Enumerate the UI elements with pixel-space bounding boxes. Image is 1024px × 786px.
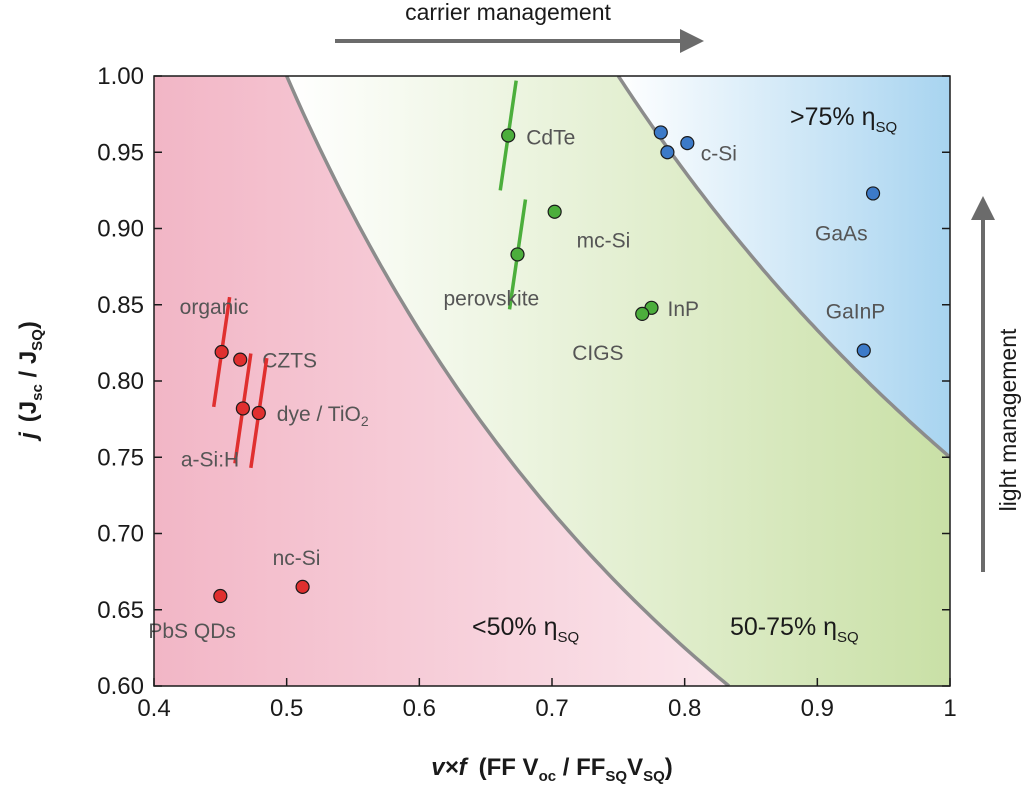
x-tick-label: 0.9: [801, 695, 834, 722]
y-tick-label: 0.85: [97, 292, 144, 319]
data-point-c-si: [653, 125, 668, 140]
region-label-high: >75% ηSQ: [790, 103, 897, 136]
point-label: GaInP: [826, 301, 886, 324]
point-label: a-Si:H: [181, 448, 239, 471]
x-axis-title: v×f (FF Voc / FFSQVSQ): [431, 754, 673, 785]
data-point-gaas: [865, 186, 881, 201]
y-tick-label: 0.90: [97, 216, 144, 243]
light-management-label: light management: [995, 328, 1021, 511]
data-point-perovskite: [510, 247, 525, 262]
data-point-mc-si: [547, 204, 562, 219]
boundary-curve-75: [616, 76, 950, 459]
data-points: organic CZTS a-Si:H dye / TiO2 nc-Si PbS QDs C…: [148, 80, 886, 643]
carrier-management-label: carrier management: [405, 0, 611, 25]
region-label-low: <50% ηSQ: [472, 613, 579, 646]
point-label: CZTS: [262, 350, 317, 373]
data-point-czts: [233, 352, 248, 367]
point-label: InP: [668, 298, 700, 321]
region-label-mid: 50-75% ηSQ: [730, 613, 859, 646]
x-tick-label: 0.5: [270, 695, 303, 722]
point-label: perovskite: [444, 287, 540, 310]
y-tick-label: 0.65: [97, 597, 144, 624]
x-tick-label: 0.8: [668, 695, 701, 722]
data-point-nc-si: [295, 579, 310, 594]
x-tick-label: 1: [943, 695, 956, 722]
point-label: GaAs: [815, 222, 868, 245]
data-point-high: [660, 145, 675, 160]
axis-ticks: 0.4 0.5 0.6 0.7 0.8 0.9 1 0.60 0.65 0.70 0.75 0.80 0…: [97, 63, 956, 722]
y-tick-label: 0.75: [97, 444, 144, 471]
y-tick-label: 1.00: [97, 63, 144, 90]
data-point-pbs-qds: [213, 588, 228, 604]
carrier-management-arrow-head: [680, 29, 704, 53]
point-label: nc-Si: [273, 547, 321, 570]
point-label: CIGS: [572, 342, 623, 365]
y-axis-title: j(Jsc / JSQ): [15, 321, 46, 442]
plot-frame: [153, 75, 951, 687]
point-label: CdTe: [526, 126, 575, 149]
point-label: mc-Si: [577, 230, 631, 253]
data-point-gainp: [856, 343, 871, 358]
point-label: dye / TiO2: [277, 403, 369, 429]
data-point-organic: [214, 344, 229, 360]
region-50-75: [286, 76, 950, 686]
data-point-cigs: [635, 306, 650, 321]
x-tick-label: 0.4: [137, 695, 170, 722]
point-label: organic: [180, 296, 249, 319]
data-point-dye-tio: [251, 405, 266, 421]
data-point-a-si-h: [235, 401, 250, 416]
y-tick-label: 0.70: [97, 521, 144, 548]
y-tick-label: 0.80: [97, 368, 144, 395]
point-label: PbS QDs: [148, 620, 236, 643]
region-above-75: [618, 76, 950, 458]
data-point-cdte: [501, 128, 516, 143]
x-tick-label: 0.7: [535, 695, 568, 722]
y-tick-label: 0.60: [97, 673, 144, 700]
boundary-curve-50: [285, 76, 731, 686]
efficiency-regions: [154, 76, 950, 686]
x-tick-label: 0.6: [403, 695, 436, 722]
y-tick-label: 0.95: [97, 139, 144, 166]
point-label: c-Si: [701, 142, 737, 165]
data-point-high: [680, 136, 695, 151]
light-management-arrow-head: [971, 196, 995, 220]
region-below-50: [154, 76, 729, 686]
